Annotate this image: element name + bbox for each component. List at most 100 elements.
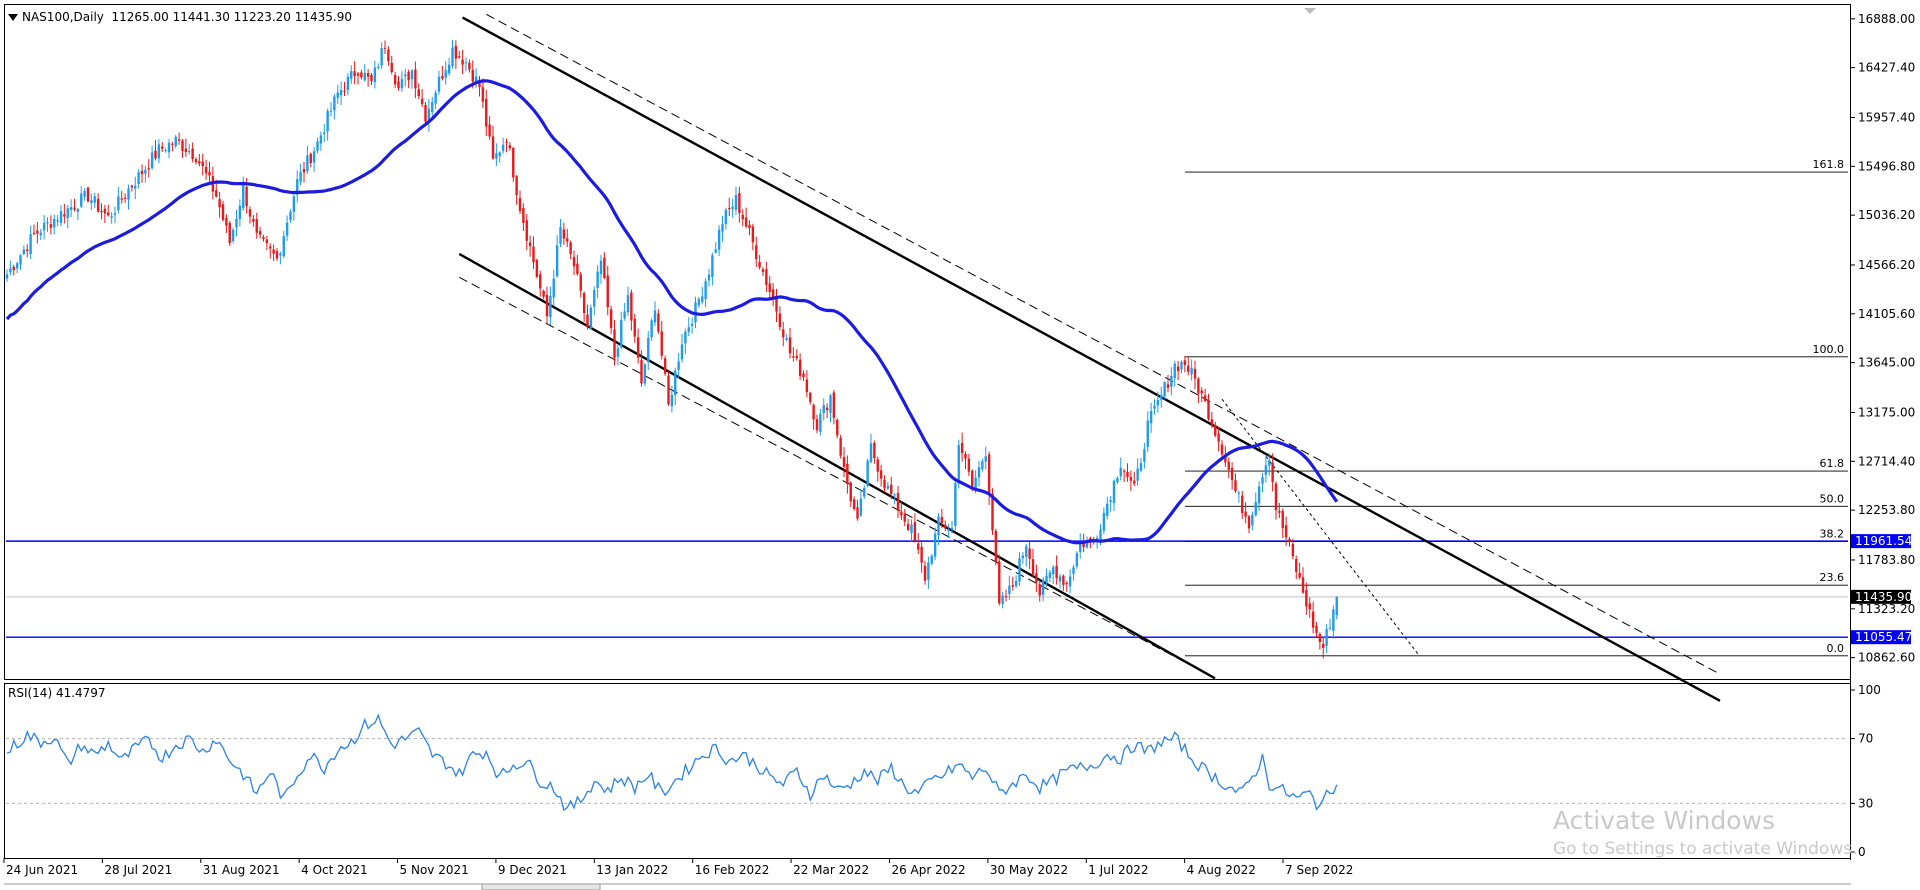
candle-body <box>636 337 640 358</box>
candle-body <box>640 359 643 384</box>
candle-body <box>1163 382 1166 397</box>
candle-body <box>231 229 235 242</box>
candle-body <box>198 161 201 164</box>
candle-body <box>329 110 333 112</box>
candle-body <box>505 141 508 143</box>
collapse-arrow-icon[interactable] <box>8 14 18 21</box>
candle-body <box>306 155 309 172</box>
candle-body <box>994 530 998 562</box>
candle-body <box>589 307 593 329</box>
candle-body <box>1079 542 1082 552</box>
candle-body <box>1335 596 1338 615</box>
candle-body <box>127 188 130 200</box>
candle-body <box>5 274 9 279</box>
candle-body <box>684 331 687 344</box>
rsi-line <box>6 713 1338 812</box>
candle-body <box>842 457 846 467</box>
candle-body <box>866 460 869 487</box>
scroll-marker-icon[interactable] <box>1304 8 1316 14</box>
candle-body <box>1139 463 1143 471</box>
candle-body <box>29 234 32 255</box>
candle-body <box>208 171 211 176</box>
candle-body <box>1021 555 1025 559</box>
candle-body <box>660 331 663 356</box>
candle-body <box>478 79 481 88</box>
candle-body <box>140 170 144 175</box>
candle-body <box>1058 576 1062 582</box>
candle-body <box>1315 625 1318 633</box>
candle-body <box>1308 603 1311 610</box>
candle-body <box>9 268 12 273</box>
candle-body <box>100 211 103 213</box>
candle-body <box>221 204 225 220</box>
candle-body <box>960 443 964 454</box>
fibonacci-layer: 161.8 100.0 61.8 50.0 38.2 23.6 0.0 <box>1185 158 1848 657</box>
candle-body <box>667 375 670 405</box>
rsi-tick-label: 0 <box>1858 845 1866 859</box>
price-tick-label: 11783.80 <box>1858 553 1915 567</box>
candle-body <box>809 392 812 402</box>
candle-body <box>96 198 100 212</box>
candle-body <box>603 257 606 278</box>
candle-body <box>998 561 1001 604</box>
candle-body <box>272 249 275 254</box>
price-label-box <box>1851 630 1911 645</box>
candle-body <box>488 124 491 137</box>
candle-body <box>1234 480 1237 492</box>
candle-body <box>579 274 582 291</box>
candle-body <box>1041 579 1045 595</box>
time-tick-label: 30 May 2022 <box>990 863 1068 877</box>
price-tick-label: 15957.40 <box>1858 110 1915 124</box>
candle-body <box>353 71 356 77</box>
candle-body <box>474 76 478 84</box>
moving-average-layer <box>5 79 1339 545</box>
candle-body <box>761 269 765 273</box>
candle-body <box>1268 460 1271 466</box>
candle-body <box>90 200 93 204</box>
candle-body <box>940 516 944 523</box>
candle-body <box>977 467 981 478</box>
candle-body <box>798 359 802 376</box>
candle-body <box>343 90 346 92</box>
candle-body <box>1322 643 1325 648</box>
candle-body <box>657 313 660 332</box>
candle-body <box>623 311 626 319</box>
candle-body <box>76 209 80 212</box>
candle-body <box>167 142 171 153</box>
candle-body <box>323 132 326 135</box>
candle-body <box>1160 395 1163 400</box>
candle-body <box>832 392 836 418</box>
candle-body <box>427 108 431 122</box>
candle-body <box>434 92 437 104</box>
candle-body <box>974 477 977 490</box>
candle-body <box>1122 470 1126 472</box>
candle-body <box>407 71 410 81</box>
candle-body <box>1237 492 1241 494</box>
symbol-label: NAS100,Daily <box>22 10 104 24</box>
candle-body <box>1018 558 1021 582</box>
candle-body <box>1008 585 1011 595</box>
candle-body <box>1278 510 1281 513</box>
candle-body <box>849 482 852 502</box>
candle-body <box>1038 584 1041 596</box>
candle-body <box>309 153 312 164</box>
fib-level-label: 100.0 <box>1813 343 1845 356</box>
candle-body <box>711 255 714 277</box>
candle-body <box>46 221 49 224</box>
candle-body <box>852 499 856 509</box>
candle-body <box>954 483 957 526</box>
candle-body <box>690 323 694 326</box>
candle-body <box>771 289 775 300</box>
candle-body <box>944 524 947 529</box>
candle-body <box>991 493 994 531</box>
candle-body <box>414 69 417 89</box>
candle-body <box>674 370 677 395</box>
candle-body <box>913 522 917 541</box>
candle-body <box>1288 538 1291 542</box>
candle-body <box>1183 360 1187 366</box>
candle-body <box>1166 384 1170 388</box>
candle-body <box>734 194 738 210</box>
candle-body <box>819 414 822 432</box>
candle-body <box>788 337 792 354</box>
